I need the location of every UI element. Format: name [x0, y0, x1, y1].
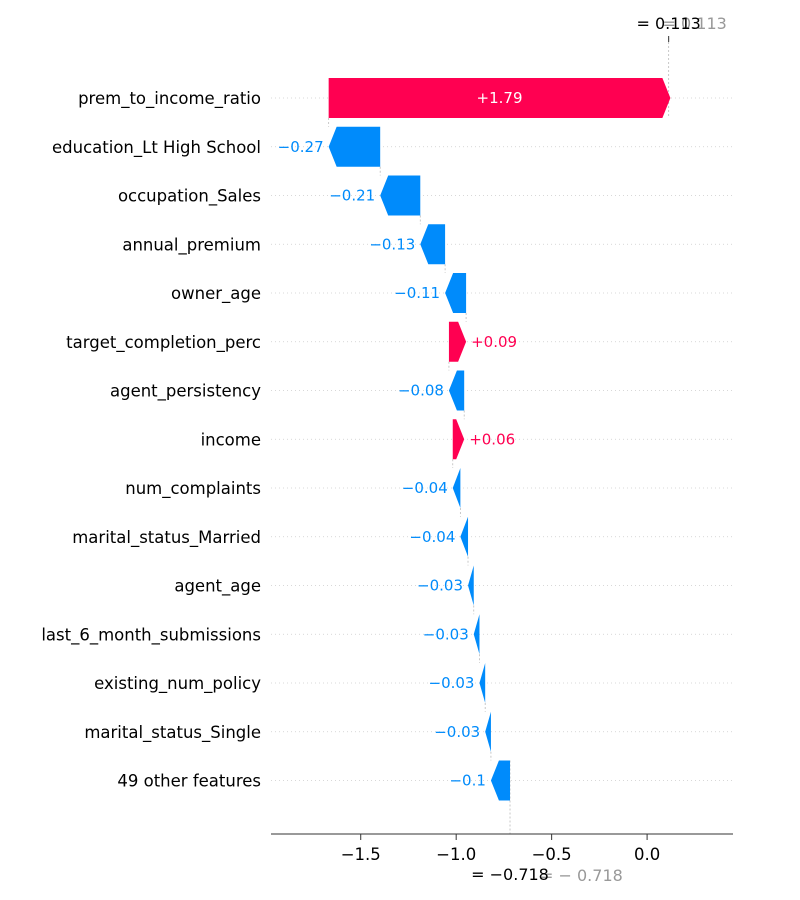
- final-value-ghost-label: = 0.113: [663, 14, 727, 33]
- value-label: −0.13: [369, 235, 415, 253]
- value-label: −0.03: [417, 577, 463, 595]
- value-label: −0.08: [398, 382, 444, 400]
- x-tick-label: −1.5: [341, 845, 381, 864]
- final-value-label: = 0.113: [637, 14, 701, 33]
- annotations: = − 0.718= −0.718 = 0.113= 0.113: [471, 14, 727, 885]
- waterfall-bar: [473, 614, 480, 655]
- feature-label: marital_status_Single: [84, 723, 261, 743]
- x-axis: −1.5 −1.0 −0.5 0.0: [271, 833, 733, 864]
- grid-lines: [271, 97, 733, 781]
- value-label: −0.03: [429, 674, 475, 692]
- feature-label: marital_status_Married: [72, 528, 261, 548]
- waterfall-bar: [448, 321, 467, 362]
- value-label: −0.27: [278, 138, 324, 156]
- feature-label: target_completion_perc: [66, 333, 261, 353]
- waterfall-bar: [460, 516, 469, 557]
- value-label: −0.11: [394, 284, 440, 302]
- feature-label: annual_premium: [122, 235, 261, 255]
- waterfall-bar: [380, 175, 421, 216]
- waterfall-bar: [420, 224, 446, 265]
- base-value-ghost-label: = − 0.718: [540, 866, 623, 885]
- value-label: −0.1: [449, 772, 485, 790]
- feature-label: prem_to_income_ratio: [78, 89, 261, 109]
- value-label: −0.03: [434, 723, 480, 741]
- feature-label: education_Lt High School: [52, 138, 261, 158]
- waterfall-bar: [468, 565, 474, 606]
- bars: [328, 78, 671, 801]
- waterfall-bar: [328, 126, 381, 167]
- value-label: −0.04: [409, 528, 455, 546]
- value-label: +0.06: [469, 430, 515, 448]
- waterfall-bar: [479, 663, 486, 703]
- feature-label: agent_persistency: [110, 382, 261, 402]
- feature-labels: prem_to_income_ratio education_Lt High Sc…: [41, 89, 261, 791]
- feature-label: existing_num_policy: [94, 674, 261, 694]
- waterfall-bar: [448, 370, 465, 411]
- waterfall-bar: [452, 419, 465, 460]
- waterfall-bar: [485, 711, 491, 752]
- x-tick-label: 0.0: [634, 845, 660, 864]
- feature-label: agent_age: [174, 577, 261, 597]
- value-label: +0.09: [471, 333, 517, 351]
- value-label: −0.04: [402, 479, 448, 497]
- feature-label: last_6_month_submissions: [41, 625, 261, 645]
- value-label: +1.79: [477, 89, 523, 107]
- value-label: −0.03: [423, 625, 469, 643]
- value-labels: +1.79 −0.27 −0.21 −0.13 −0.11 +0.09 −0.08 +0.06…: [278, 89, 523, 790]
- feature-label: owner_age: [171, 284, 261, 304]
- waterfall-bar: [328, 78, 671, 118]
- x-tick-label: −0.5: [532, 845, 572, 864]
- value-label: −0.21: [329, 187, 375, 205]
- x-tick-label: −1.0: [436, 845, 476, 864]
- feature-label: num_complaints: [125, 479, 261, 499]
- feature-label: 49 other features: [117, 772, 261, 791]
- waterfall-bar: [452, 468, 461, 508]
- base-value-label: = −0.718: [471, 865, 549, 884]
- waterfall-bar: [445, 273, 467, 313]
- feature-label: occupation_Sales: [118, 187, 261, 207]
- feature-label: income: [201, 430, 261, 449]
- waterfall-bar: [490, 760, 511, 801]
